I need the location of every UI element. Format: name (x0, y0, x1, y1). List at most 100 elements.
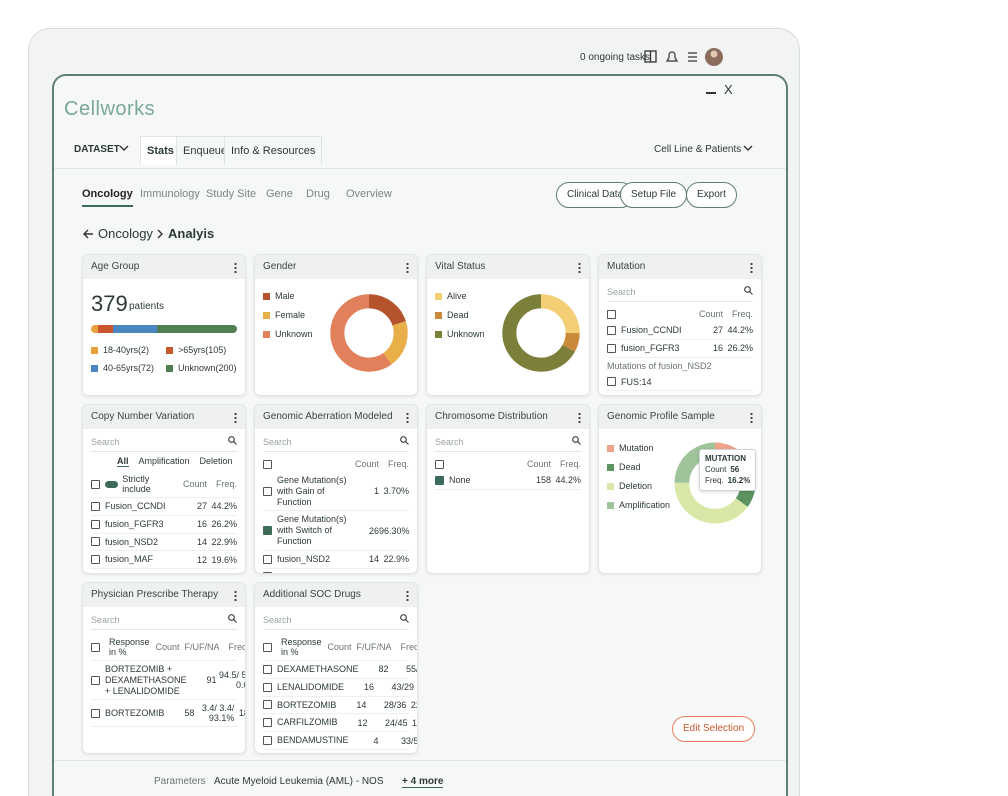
panel-menu[interactable] (406, 590, 409, 601)
sub-tab[interactable]: Study Site (206, 188, 257, 200)
panel-menu[interactable] (406, 412, 409, 423)
table-row[interactable]: fusion_FGFR3 16 26.2% (91, 516, 237, 534)
row-checkbox[interactable] (607, 395, 616, 396)
row-value: 3.70% (383, 486, 409, 497)
table-row[interactable]: Fusion_CCNDI 27 44.2% (607, 322, 753, 340)
panel-menu[interactable] (406, 262, 409, 273)
row-checkbox[interactable] (263, 554, 272, 564)
action-button[interactable]: Export (686, 182, 737, 208)
table-row[interactable]: CARFILZOMIB 12 24/4519.6% (263, 714, 417, 733)
row-checkbox[interactable] (263, 572, 272, 573)
select-all-checkbox[interactable] (263, 459, 272, 469)
sub-tab[interactable]: Immunology (140, 188, 200, 200)
search-box[interactable]: Search (263, 613, 409, 630)
row-checkbox[interactable] (263, 486, 272, 496)
table-row[interactable]: Gene Mutation(s) with Switch of Function… (263, 511, 410, 551)
panel-menu[interactable] (234, 412, 237, 423)
sub-tab[interactable]: Drug (306, 188, 330, 200)
search-box[interactable]: Search (435, 435, 581, 452)
row-value: 55/27 (405, 664, 417, 675)
row-checkbox[interactable] (263, 700, 272, 710)
row-checkbox[interactable] (263, 664, 272, 674)
row-checkbox[interactable] (91, 675, 100, 685)
table-row[interactable]: Gene Mutation(s) with Gain of Function 1 3… (263, 472, 409, 512)
filter-tab[interactable]: All (117, 456, 129, 467)
table-row[interactable]: BORTEZOMIB 14 28/3622.9% (263, 697, 417, 715)
row-checkbox[interactable] (263, 736, 272, 746)
legend-item: 40-65yrs(72) (91, 363, 166, 373)
row-checkbox[interactable] (607, 343, 616, 353)
panel-menu[interactable] (578, 262, 581, 273)
panel-menu[interactable] (578, 412, 581, 423)
row-value: 3.4/ 3.4/ 93.1% (201, 703, 235, 724)
select-all-checkbox[interactable] (607, 309, 616, 319)
panel-age-group: Age Group 379 patients 18-40yrs(2) >65yrs(10… (82, 254, 246, 396)
dataset-dropdown[interactable]: DATASET (74, 144, 120, 155)
menu-icon[interactable] (688, 52, 697, 62)
dataset-chevron-path (119, 145, 129, 151)
search-box[interactable]: Search (91, 613, 237, 630)
row-checkbox[interactable] (263, 526, 272, 536)
legend-label: Male (275, 291, 295, 301)
row-checkbox[interactable] (91, 555, 100, 565)
select-all-checkbox[interactable] (435, 459, 444, 469)
cell-line-dropdown[interactable]: Cell Line & Patients (654, 144, 742, 155)
row-value: 26.2% (414, 682, 417, 692)
breadcrumb-item[interactable]: Oncology (98, 226, 153, 241)
row-checkbox[interactable] (263, 682, 272, 692)
legend-swatch (435, 292, 442, 300)
close-button[interactable]: X (724, 82, 733, 97)
table-row[interactable]: None 158 44.2% (435, 472, 581, 490)
ongoing-tasks[interactable]: 0 ongoing tasks (580, 52, 651, 63)
filter-tab[interactable]: Deletion (199, 456, 233, 466)
parameters-more[interactable]: + 4 more (402, 776, 444, 788)
sub-tab[interactable]: Overview (346, 188, 392, 200)
row-checkbox[interactable] (607, 377, 616, 387)
table-row[interactable]: Fusion_CCNDI 27 44.2% (91, 498, 237, 516)
table-row[interactable]: FUS:14 (607, 374, 753, 392)
row-checkbox[interactable] (91, 537, 100, 547)
search-box[interactable]: Search (263, 435, 409, 452)
bell-icon[interactable] (665, 51, 679, 62)
checkbox[interactable] (91, 642, 100, 652)
checkbox[interactable] (91, 479, 100, 489)
panel-title: Genomic Aberration Modeled (255, 405, 417, 429)
action-button[interactable]: Setup File (620, 182, 688, 208)
search-box[interactable]: Search (607, 285, 753, 302)
edit-selection-button[interactable]: Edit Selection (672, 716, 756, 742)
table-row[interactable]: BORTEZOMIB 58 3.4/ 3.4/ 93.1%18.9% (91, 700, 245, 728)
filter-tab[interactable]: Amplification (138, 456, 190, 466)
table-row[interactable]: fusion_FGFR3 16 26.2% (607, 340, 753, 358)
panel-body: Male Female Unknown (255, 279, 417, 395)
row-checkbox[interactable] (91, 501, 100, 511)
row-checkbox[interactable] (607, 325, 616, 335)
sub-tab[interactable]: Oncology (82, 188, 133, 207)
toggle-switch[interactable] (105, 480, 119, 488)
panel-menu[interactable] (750, 412, 753, 423)
panel-menu[interactable] (234, 262, 237, 273)
legend-label: Female (275, 310, 306, 320)
row-checkbox[interactable] (435, 475, 444, 485)
sub-tab[interactable]: Gene (266, 188, 293, 200)
row-checkbox[interactable] (91, 519, 100, 529)
main-tab[interactable]: Info & Resources (224, 136, 323, 165)
panel-menu[interactable] (750, 262, 753, 273)
row-checkbox[interactable] (91, 708, 100, 718)
table-row[interactable]: BORTEZOMIB + DEXAMETHASONE + LENALIDOMID… (91, 661, 245, 701)
table-row[interactable]: LENALIDOMIDE 16 43/2926.2% (263, 679, 414, 697)
minimize[interactable] (706, 92, 716, 94)
checkbox[interactable] (263, 642, 272, 652)
panel-menu[interactable] (234, 590, 237, 601)
legend-swatch (435, 330, 442, 338)
search-box[interactable]: Search (91, 435, 237, 452)
row-checkbox[interactable] (263, 718, 272, 728)
panel-body: 379 patients 18-40yrs(2) >65yrs(105) 40-65yr… (83, 279, 245, 395)
main-tab[interactable]: Stats (140, 136, 181, 165)
